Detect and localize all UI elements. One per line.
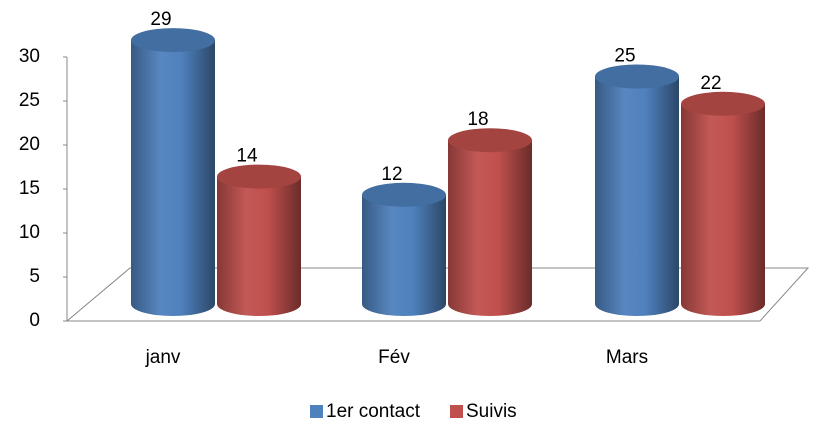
y-tick-label: 30 bbox=[19, 46, 40, 67]
bar-top bbox=[217, 164, 301, 189]
legend-swatch bbox=[450, 405, 463, 418]
bar-top bbox=[681, 91, 765, 116]
y-tick-label: 5 bbox=[29, 266, 40, 287]
value-label: 12 bbox=[381, 164, 402, 185]
bar-top bbox=[595, 64, 679, 89]
bar-top bbox=[362, 182, 446, 207]
bar bbox=[448, 140, 532, 316]
y-tick-label: 0 bbox=[29, 310, 40, 331]
bar bbox=[217, 176, 301, 316]
legend-label: Suivis bbox=[466, 401, 517, 422]
x-tick-label: Fév bbox=[378, 347, 410, 368]
x-tick-label: Mars bbox=[606, 347, 648, 368]
legend-swatch bbox=[310, 405, 323, 418]
y-tick-label: 20 bbox=[19, 134, 40, 155]
value-label: 25 bbox=[614, 46, 635, 67]
bar-top bbox=[131, 28, 215, 53]
value-label: 29 bbox=[150, 9, 171, 30]
value-label: 22 bbox=[700, 73, 721, 94]
y-tick-label: 15 bbox=[19, 178, 40, 199]
y-tick-label: 25 bbox=[19, 90, 40, 111]
legend-label: 1er contact bbox=[326, 401, 421, 422]
floor bbox=[65, 267, 810, 322]
bar bbox=[131, 40, 215, 316]
value-label: 18 bbox=[467, 109, 488, 130]
bar bbox=[362, 194, 446, 316]
x-tick-label: janv bbox=[145, 347, 181, 368]
bar bbox=[681, 103, 765, 316]
bar bbox=[595, 76, 679, 316]
y-tick-label: 10 bbox=[19, 222, 40, 243]
value-label: 14 bbox=[236, 146, 258, 167]
bar-top bbox=[448, 128, 532, 153]
